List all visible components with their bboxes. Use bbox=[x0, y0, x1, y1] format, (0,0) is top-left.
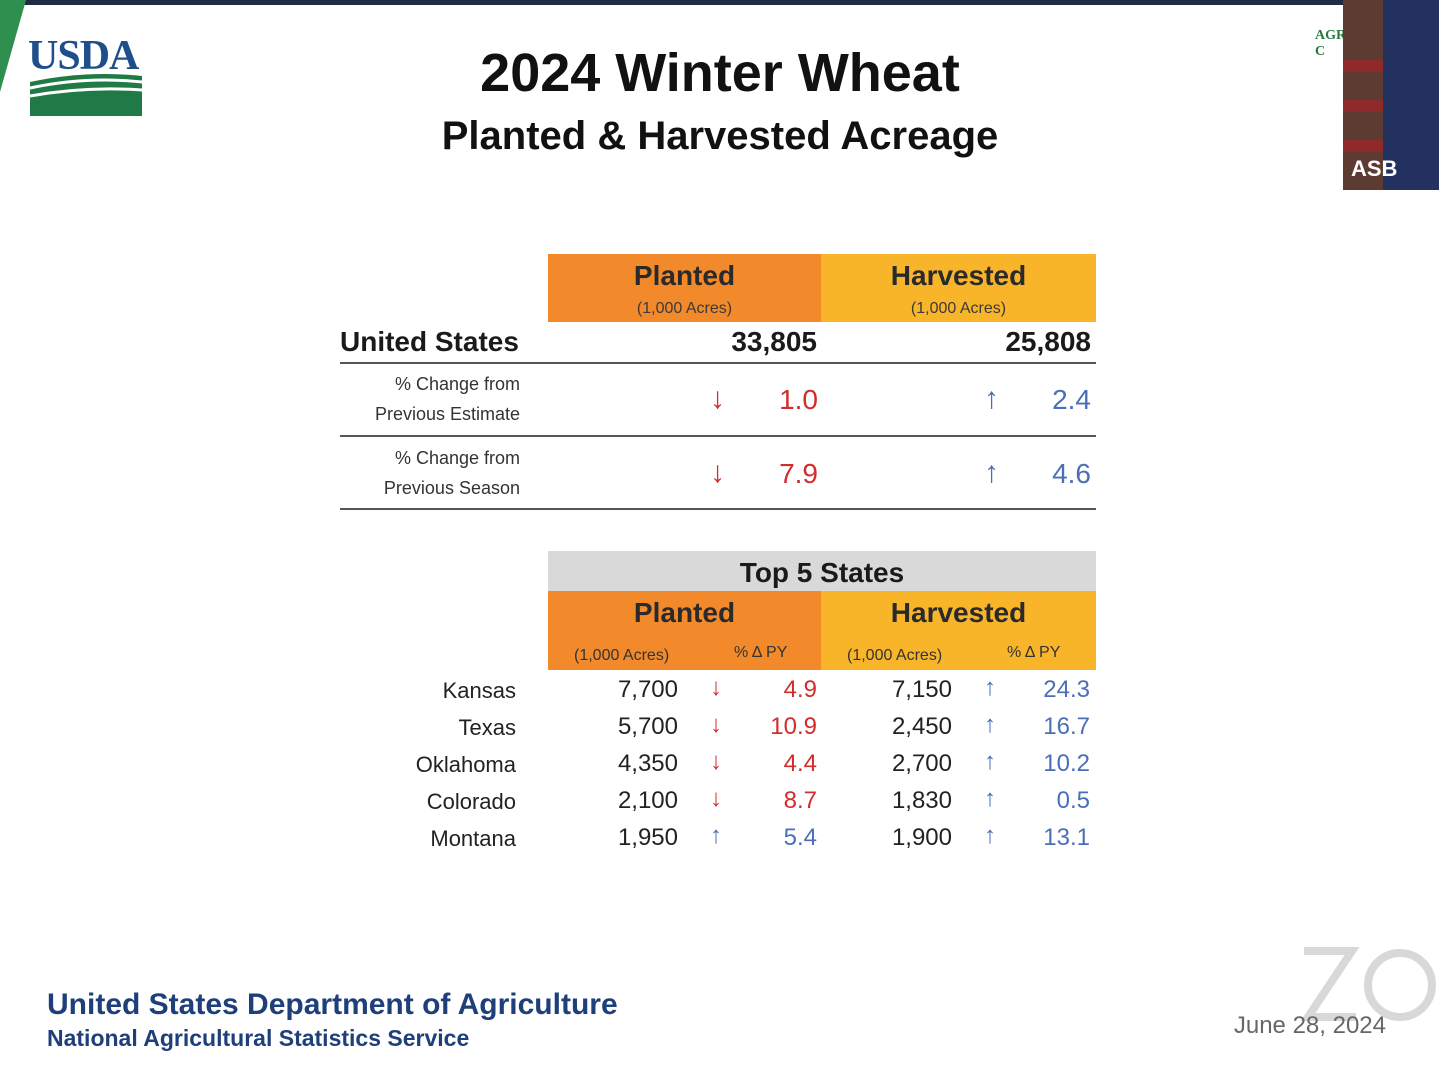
state-planted: 1,950 bbox=[617, 824, 678, 851]
divider bbox=[340, 508, 1096, 510]
state-harvested-pct: 13.1 bbox=[1043, 824, 1090, 851]
planted-change-prev-season: 7.9 bbox=[779, 458, 818, 489]
participant-name-label: ASB bbox=[1351, 156, 1398, 181]
down-arrow-icon: ↓ bbox=[710, 456, 725, 489]
participant-video-tile[interactable] bbox=[1343, 0, 1439, 190]
top5-planted-header: Planted (1,000 Acres) % Δ PY bbox=[548, 591, 821, 670]
up-arrow-icon: ↑ bbox=[984, 711, 996, 738]
agriculture-seal-fragment: AGRI C bbox=[1315, 28, 1352, 59]
usda-logo-text: USDA bbox=[28, 33, 139, 79]
state-planted: 4,350 bbox=[617, 750, 678, 777]
table-row: Oklahoma 4,350 ↓ 4.4 2,700 ↑ 10.2 bbox=[340, 748, 1096, 785]
harvested-change-prev-estimate: 2.4 bbox=[1052, 384, 1091, 415]
down-arrow-icon: ↓ bbox=[710, 785, 722, 812]
state-name: Colorado bbox=[426, 789, 516, 814]
harvested-header-label: Harvested bbox=[890, 260, 1027, 291]
top5-harvested-unit: (1,000 Acres) bbox=[847, 647, 943, 664]
harvested-change-prev-season: 4.6 bbox=[1052, 458, 1091, 489]
up-arrow-icon: ↑ bbox=[984, 382, 999, 415]
down-arrow-icon: ↓ bbox=[710, 382, 725, 415]
slide-title: 2024 Winter Wheat bbox=[480, 43, 960, 103]
zoom-watermark-icon bbox=[1300, 945, 1439, 1025]
table-row: Kansas 7,700 ↓ 4.9 7,150 ↑ 24.3 bbox=[340, 674, 1096, 711]
state-harvested: 1,900 bbox=[891, 824, 952, 851]
state-harvested-pct: 0.5 bbox=[1056, 787, 1090, 814]
flag-icon bbox=[1383, 0, 1439, 190]
state-name: Kansas bbox=[442, 678, 516, 703]
up-arrow-icon: ↑ bbox=[984, 674, 996, 701]
state-planted-pct: 8.7 bbox=[783, 787, 817, 814]
change-label-line2: Previous Season bbox=[383, 478, 520, 498]
top5-planted-unit: (1,000 Acres) bbox=[574, 647, 670, 664]
state-name: Texas bbox=[458, 715, 516, 740]
table-row: Texas 5,700 ↓ 10.9 2,450 ↑ 16.7 bbox=[340, 711, 1096, 748]
top-border bbox=[0, 0, 1439, 5]
change-label-line1: % Change from bbox=[394, 374, 520, 394]
top5-harvested-pct-header: % Δ PY bbox=[1007, 644, 1061, 661]
up-arrow-icon: ↑ bbox=[984, 456, 999, 489]
divider bbox=[340, 362, 1096, 364]
state-harvested: 2,450 bbox=[891, 713, 952, 740]
top5-planted-label: Planted bbox=[633, 597, 736, 628]
slide-date: June 28, 2024 bbox=[1233, 1012, 1386, 1039]
state-name: Oklahoma bbox=[415, 752, 516, 777]
up-arrow-icon: ↑ bbox=[984, 822, 996, 849]
state-harvested: 7,150 bbox=[891, 676, 952, 703]
state-planted-pct: 10.9 bbox=[770, 713, 817, 740]
state-planted: 7,700 bbox=[617, 676, 678, 703]
state-harvested: 1,830 bbox=[891, 787, 952, 814]
summary-planted-header: Planted (1,000 Acres) bbox=[548, 254, 821, 322]
up-arrow-icon: ↑ bbox=[984, 785, 996, 812]
change-label-prev-season: % Change from Previous Season bbox=[340, 443, 520, 503]
state-planted-pct: 4.9 bbox=[783, 676, 817, 703]
table-row: Colorado 2,100 ↓ 8.7 1,830 ↑ 0.5 bbox=[340, 785, 1096, 822]
top5-header-label: Top 5 States bbox=[739, 557, 905, 588]
table-row: Montana 1,950 ↑ 5.4 1,900 ↑ 13.1 bbox=[340, 822, 1096, 859]
footer-agency: National Agricultural Statistics Service bbox=[47, 1025, 470, 1051]
slide-subtitle: Planted & Harvested Acreage bbox=[441, 114, 999, 158]
up-arrow-icon: ↑ bbox=[984, 748, 996, 775]
top5-harvested-label: Harvested bbox=[890, 597, 1027, 628]
us-planted-total: 33,805 bbox=[731, 326, 817, 357]
state-planted-pct: 5.4 bbox=[783, 824, 817, 851]
country-label: United States bbox=[340, 326, 519, 357]
change-label-prev-estimate: % Change from Previous Estimate bbox=[340, 369, 520, 429]
state-planted: 5,700 bbox=[617, 713, 678, 740]
usda-logo bbox=[28, 36, 144, 116]
down-arrow-icon: ↓ bbox=[710, 674, 722, 701]
top5-harvested-header: Harvested (1,000 Acres) % Δ PY bbox=[821, 591, 1096, 670]
planted-change-prev-estimate: 1.0 bbox=[779, 384, 818, 415]
planted-header-label: Planted bbox=[633, 260, 736, 291]
state-harvested-pct: 16.7 bbox=[1043, 713, 1090, 740]
harvested-unit-label: (1,000 Acres) bbox=[910, 300, 1007, 317]
change-label-line1: % Change from bbox=[394, 448, 520, 468]
state-planted: 2,100 bbox=[617, 787, 678, 814]
top5-planted-pct-header: % Δ PY bbox=[734, 644, 788, 661]
summary-harvested-header: Harvested (1,000 Acres) bbox=[821, 254, 1096, 322]
footer-department: United States Department of Agriculture bbox=[47, 988, 618, 1021]
state-harvested: 2,700 bbox=[891, 750, 952, 777]
divider bbox=[340, 435, 1096, 437]
state-planted-pct: 4.4 bbox=[783, 750, 817, 777]
us-harvested-total: 25,808 bbox=[1005, 326, 1091, 357]
up-arrow-icon: ↑ bbox=[710, 822, 722, 849]
planted-unit-label: (1,000 Acres) bbox=[636, 300, 733, 317]
down-arrow-icon: ↓ bbox=[710, 748, 722, 775]
change-label-line2: Previous Estimate bbox=[374, 404, 520, 424]
state-name: Montana bbox=[430, 826, 516, 851]
down-arrow-icon: ↓ bbox=[710, 711, 722, 738]
state-harvested-pct: 10.2 bbox=[1043, 750, 1090, 777]
state-harvested-pct: 24.3 bbox=[1043, 676, 1090, 703]
green-corner-accent bbox=[0, 0, 26, 92]
top5-header: Top 5 States bbox=[548, 551, 1096, 591]
